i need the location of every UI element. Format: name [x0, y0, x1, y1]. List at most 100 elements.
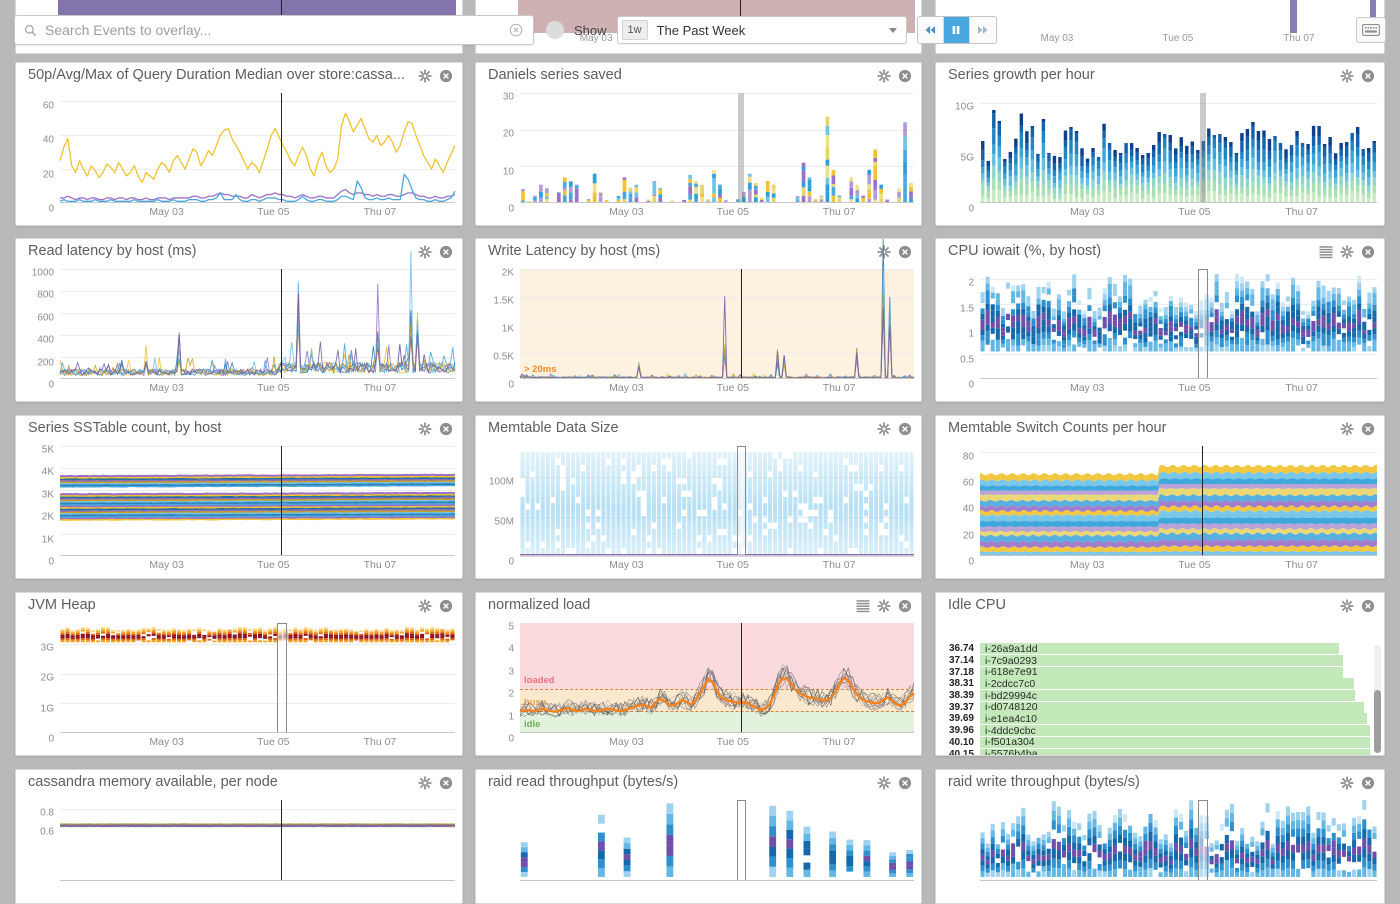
gear-icon[interactable] [1340, 776, 1354, 790]
card-title: Memtable Data Size [488, 420, 921, 436]
x-tick-label: Tue 05 [257, 736, 289, 748]
card-icon-group [1340, 69, 1375, 83]
y-tick-label: 800 [37, 290, 54, 301]
rewind-button[interactable] [918, 17, 944, 43]
event-toggle-button[interactable] [546, 21, 564, 39]
x-tick-label: Tue 05 [717, 382, 749, 394]
search-icon [24, 24, 37, 37]
time-range-select[interactable]: 1w The Past Week [617, 16, 907, 44]
card-icon-group [1340, 776, 1375, 790]
list-item[interactable]: 37.18 i‑618e7e91 [940, 666, 1384, 678]
gear-icon[interactable] [418, 245, 432, 259]
axis-baseline [520, 378, 914, 379]
scrollbar-track[interactable] [1374, 645, 1381, 753]
list-icon[interactable] [1319, 245, 1333, 259]
y-tick-label: 0.5 [960, 354, 974, 365]
plot-inner [980, 269, 1377, 379]
close-icon[interactable] [1361, 245, 1375, 259]
close-icon[interactable] [1361, 422, 1375, 436]
time-cursor [281, 269, 282, 379]
close-icon[interactable] [1361, 599, 1375, 613]
gear-icon[interactable] [877, 422, 891, 436]
y-tick-label: 0 [968, 204, 974, 215]
scrollbar-thumb[interactable] [1374, 690, 1381, 753]
plot-inner [980, 93, 1377, 203]
close-icon[interactable] [898, 69, 912, 83]
host-name: i‑bd29994c [980, 690, 1037, 702]
gear-icon[interactable] [877, 776, 891, 790]
close-icon[interactable] [439, 422, 453, 436]
clear-search-icon[interactable] [509, 23, 523, 37]
keyboard-shortcuts-button[interactable] [1356, 17, 1386, 43]
axis-baseline [520, 732, 914, 733]
y-tick-label: 60 [43, 100, 54, 111]
card-query-duration: 50p/Avg/Max of Query Duration Median ove… [15, 62, 463, 226]
close-icon[interactable] [439, 69, 453, 83]
close-icon[interactable] [898, 245, 912, 259]
y-axis-labels: 16MB [936, 800, 978, 881]
search-input[interactable] [37, 22, 509, 38]
gear-icon[interactable] [1340, 69, 1354, 83]
y-tick-label: 3G [41, 643, 54, 654]
host-name: i‑d0748120 [980, 701, 1038, 713]
gear-icon[interactable] [877, 69, 891, 83]
x-tick-label: Thu 07 [1285, 206, 1318, 218]
y-tick-label: 1000 [32, 268, 54, 279]
axis-baseline [980, 378, 1377, 379]
card-header: CPU iowait (%, by host) [936, 239, 1384, 265]
close-icon[interactable] [898, 776, 912, 790]
forward-button[interactable] [970, 17, 996, 43]
y-tick-label: 40 [963, 504, 974, 515]
gear-icon[interactable] [418, 599, 432, 613]
card-title: Idle CPU [948, 597, 1384, 613]
chart-series [980, 93, 1377, 203]
card-header: Series SSTable count, by host [16, 416, 462, 442]
y-tick-label: 2K [42, 512, 54, 523]
time-cursor [281, 800, 282, 881]
close-icon[interactable] [1361, 69, 1375, 83]
host-name: i‑618e7e91 [980, 666, 1038, 678]
close-icon[interactable] [898, 599, 912, 613]
gear-icon[interactable] [418, 422, 432, 436]
close-icon[interactable] [439, 245, 453, 259]
gear-icon[interactable] [1340, 422, 1354, 436]
gear-icon[interactable] [877, 599, 891, 613]
y-tick-label: 0 [968, 380, 974, 391]
cpu-value: 37.18 [940, 667, 974, 678]
gear-icon[interactable] [877, 245, 891, 259]
card-header: JVM Heap [16, 593, 462, 619]
gear-icon[interactable] [418, 776, 432, 790]
x-tick-label: May 03 [1070, 206, 1104, 218]
card-title: Write Latency by host (ms) [488, 243, 921, 259]
close-icon[interactable] [439, 599, 453, 613]
list-icon[interactable] [856, 599, 870, 613]
gear-icon[interactable] [1340, 599, 1354, 613]
chart-series [520, 93, 914, 203]
close-icon[interactable] [898, 422, 912, 436]
gear-icon[interactable] [1340, 245, 1354, 259]
gear-icon[interactable] [418, 69, 432, 83]
cpu-bar: i‑5576b4ba [980, 749, 1370, 755]
close-icon[interactable] [1361, 776, 1375, 790]
y-tick-label: 0 [968, 557, 974, 568]
pause-button[interactable] [944, 17, 970, 43]
close-icon[interactable] [439, 776, 453, 790]
search-events-box[interactable] [14, 15, 534, 45]
